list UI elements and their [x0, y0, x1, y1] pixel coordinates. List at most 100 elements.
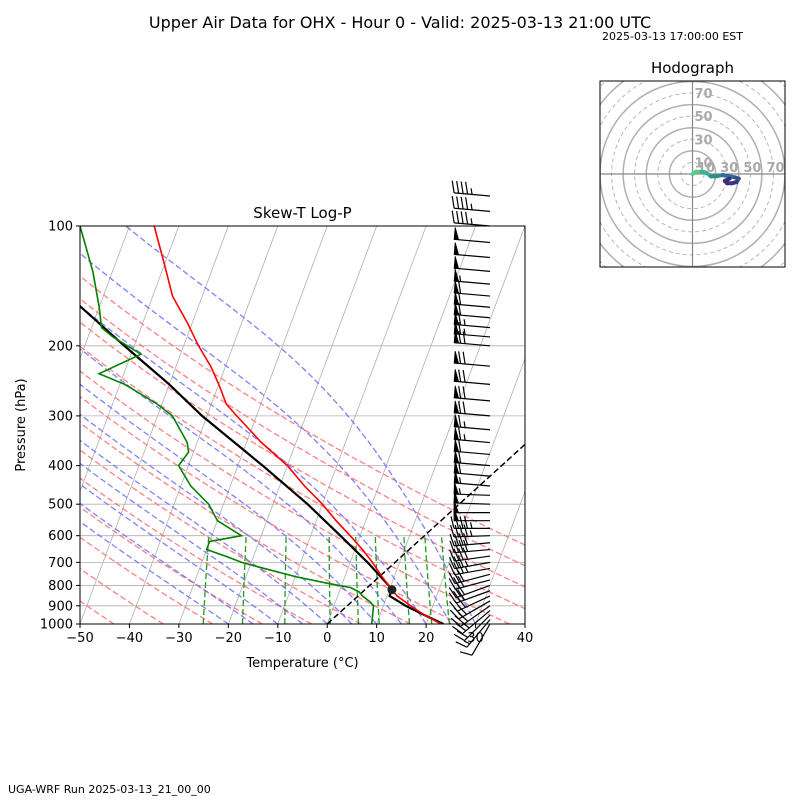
isotherm-line [376, 226, 525, 624]
mixing-ratio-line [374, 535, 380, 624]
dry-adiabat-line [80, 395, 461, 624]
x-tick-label: 20 [418, 631, 435, 646]
hodograph-ring-label: 70 [766, 161, 784, 176]
wind-barb [451, 180, 491, 197]
y-tick-label: 400 [48, 459, 73, 474]
wind-barb [451, 195, 491, 212]
dewpoint-line [80, 226, 375, 624]
wind-barb [453, 414, 491, 431]
y-tick-label: 800 [48, 579, 73, 594]
wind-barb [453, 330, 491, 347]
lcl-marker [387, 585, 397, 595]
wind-barb [453, 400, 491, 417]
skewt-traces [80, 226, 525, 624]
y-tick-label: 500 [48, 498, 73, 513]
moist-adiabat-line [80, 252, 452, 624]
skewt-grid [80, 226, 525, 624]
x-tick-label: −20 [215, 631, 242, 646]
hodograph-ring-label: 10 [695, 156, 713, 171]
y-tick-label: 600 [48, 529, 73, 544]
isotherm-line [80, 226, 180, 493]
x-tick-label: −40 [116, 631, 143, 646]
y-tick-label: 900 [48, 599, 73, 614]
dry-adiabat-line [80, 449, 362, 624]
moist-adiabat-line [80, 520, 229, 624]
wind-barb [455, 619, 491, 648]
moist-adiabat-line [80, 483, 279, 624]
isotherm-line [227, 226, 378, 624]
wind-barb [449, 539, 491, 554]
moist-adiabat-line [80, 502, 254, 624]
wind-barb [453, 256, 491, 272]
wind-barb [453, 242, 491, 259]
y-tick-label: 1000 [40, 618, 73, 633]
isotherm-line [178, 226, 328, 624]
skewt-frame [79, 225, 526, 625]
dry-adiabat-line [80, 297, 525, 567]
x-tick-label: 10 [368, 631, 385, 646]
moist-adiabat-line [80, 347, 402, 624]
wind-barbs [448, 180, 491, 656]
footer-run-label: UGA-WRF Run 2025-03-13_21_00_00 [8, 783, 211, 796]
wind-barb [453, 490, 491, 505]
wind-barb [450, 524, 491, 538]
wind-barb [453, 350, 491, 367]
wind-barb [453, 481, 491, 496]
x-tick-label: −30 [165, 631, 192, 646]
wind-barb [453, 460, 491, 477]
x-tick-label: −10 [264, 631, 291, 646]
x-axis-ticks: −50 −40 −30 −20 −10 0 10 20 30 40 [66, 624, 533, 646]
wind-barb [453, 268, 491, 285]
wind-barb [453, 614, 491, 642]
isotherm-line [129, 226, 279, 624]
y-tick-label: 700 [48, 556, 73, 571]
mixing-ratio-line [403, 535, 411, 624]
wind-barb [451, 210, 491, 227]
hodograph-trace-group [690, 169, 741, 186]
isotherm-line [80, 226, 130, 360]
x-tick-label: 40 [517, 631, 534, 646]
mixing-ratio-line [284, 535, 287, 624]
dry-adiabat-line [80, 477, 312, 624]
y-tick-label: 200 [48, 339, 73, 354]
wind-barb [448, 589, 491, 604]
wind-barb [448, 584, 491, 599]
moist-adiabat-line [80, 462, 303, 624]
isotherm-line [425, 357, 525, 624]
isotherm-line [524, 622, 525, 624]
skewt-chart: Skew-T Log-P −50 −40 −30 −20 −10 0 10 20 30 40 10… [14, 180, 533, 671]
local-time-label: 2025-03-13 17:00:00 EST [602, 30, 743, 43]
x-axis-label: Temperature (°C) [245, 656, 358, 671]
wind-barb [453, 292, 491, 308]
dry-adiabat-line [80, 275, 525, 546]
hodograph-trace-segment [722, 176, 732, 183]
wind-barb [453, 470, 491, 487]
wind-barb [449, 547, 491, 562]
hodograph-ring-label: 30 [695, 133, 713, 148]
hodograph-title: Hodograph [651, 59, 734, 77]
y-tick-label: 100 [48, 220, 73, 235]
wind-barb [453, 385, 491, 402]
mixing-ratio-line [241, 535, 247, 624]
y-axis-label: Pressure (hPa) [14, 378, 29, 471]
wind-barb [453, 369, 491, 385]
wind-barb [453, 450, 491, 467]
mixing-ratio-line [328, 535, 331, 624]
y-axis-ticks: 100 200 300 400 500 600 700 800 900 1000 [40, 220, 80, 633]
moist-adiabat-line [80, 413, 353, 624]
y-tick-label: 300 [48, 409, 73, 424]
isotherm-line [326, 226, 476, 624]
mixing-ratio-line [424, 535, 433, 624]
figure-title: Upper Air Data for OHX - Hour 0 - Valid:… [149, 13, 651, 32]
isotherm-line [277, 226, 427, 624]
dry-adiabat-line [80, 321, 525, 588]
dry-adiabat-line [80, 506, 263, 624]
x-tick-label: 0 [323, 631, 331, 646]
skewt-title: Skew-T Log-P [253, 204, 351, 222]
wind-barb [449, 532, 491, 547]
wind-barb [453, 508, 490, 522]
mixing-ratio-line [440, 535, 451, 624]
parcel-profile-line [80, 304, 444, 624]
wind-barb [452, 610, 491, 635]
hodograph-frame [599, 80, 786, 268]
